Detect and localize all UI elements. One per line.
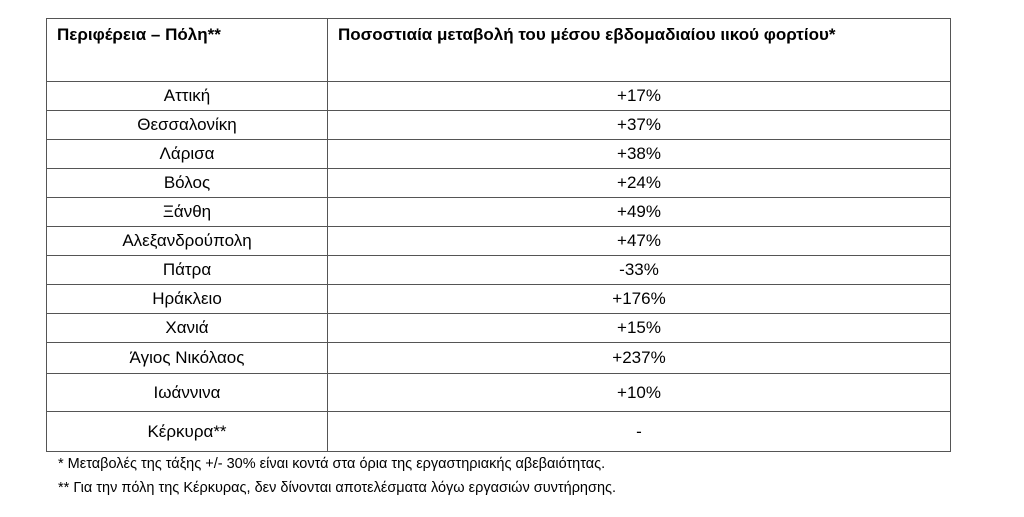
change-cell: +176% bbox=[327, 284, 951, 314]
change-cell: +237% bbox=[327, 342, 951, 374]
footnote: * Μεταβολές της τάξης +/- 30% είναι κοντ… bbox=[58, 456, 606, 472]
change-cell: +15% bbox=[327, 313, 951, 343]
header-cell: Περιφέρεια – Πόλη** bbox=[46, 18, 328, 82]
city-cell: Θεσσαλονίκη bbox=[46, 110, 328, 140]
city-cell: Βόλος bbox=[46, 168, 328, 198]
table-row: Αττική +17% bbox=[46, 81, 951, 111]
city-cell: Ξάνθη bbox=[46, 197, 328, 227]
change-cell: -33% bbox=[327, 255, 951, 285]
table-row: Ξάνθη +49% bbox=[46, 197, 951, 227]
table-row: Κέρκυρα** - bbox=[46, 411, 951, 452]
table-row: Χανιά +15% bbox=[46, 313, 951, 343]
change-cell: - bbox=[327, 411, 951, 452]
change-cell: +38% bbox=[327, 139, 951, 169]
city-cell: Πάτρα bbox=[46, 255, 328, 285]
header-cell: Ποσοστιαία μεταβολή του μέσου εβδομαδιαί… bbox=[327, 18, 951, 82]
change-cell: +17% bbox=[327, 81, 951, 111]
table-row: Ηράκλειο +176% bbox=[46, 284, 951, 314]
city-cell: Λάρισα bbox=[46, 139, 328, 169]
change-cell: +24% bbox=[327, 168, 951, 198]
city-cell: Άγιος Νικόλαος bbox=[46, 342, 328, 374]
header-row: Περιφέρεια – Πόλη** Ποσοστιαία μεταβολή … bbox=[46, 18, 951, 82]
table-row: Ιωάννινα +10% bbox=[46, 373, 951, 412]
data-table: Περιφέρεια – Πόλη** Ποσοστιαία μεταβολή … bbox=[46, 18, 951, 452]
city-cell: Ηράκλειο bbox=[46, 284, 328, 314]
city-cell: Χανιά bbox=[46, 313, 328, 343]
table-row: Άγιος Νικόλαος +237% bbox=[46, 342, 951, 374]
table-body: Αττική +17% Θεσσαλονίκη +37% Λάρισα +38% Βόλος… bbox=[46, 81, 951, 452]
footnotes: * Μεταβολές της τάξης +/- 30% είναι κοντ… bbox=[58, 452, 616, 500]
table-row: Πάτρα -33% bbox=[46, 255, 951, 285]
table-row: Βόλος +24% bbox=[46, 168, 951, 198]
table-row: Θεσσαλονίκη +37% bbox=[46, 110, 951, 140]
change-cell: +47% bbox=[327, 226, 951, 256]
table-row: Λάρισα +38% bbox=[46, 139, 951, 169]
table-row: Αλεξανδρούπολη +47% bbox=[46, 226, 951, 256]
change-cell: +37% bbox=[327, 110, 951, 140]
city-cell: Αλεξανδρούπολη bbox=[46, 226, 328, 256]
city-cell: Ιωάννινα bbox=[46, 373, 328, 412]
footnote: ** Για την πόλη της Κέρκυρας, δεν δίνοντ… bbox=[58, 480, 617, 496]
change-cell: +10% bbox=[327, 373, 951, 412]
city-cell: Αττική bbox=[46, 81, 328, 111]
city-cell: Κέρκυρα** bbox=[46, 411, 328, 452]
change-cell: +49% bbox=[327, 197, 951, 227]
